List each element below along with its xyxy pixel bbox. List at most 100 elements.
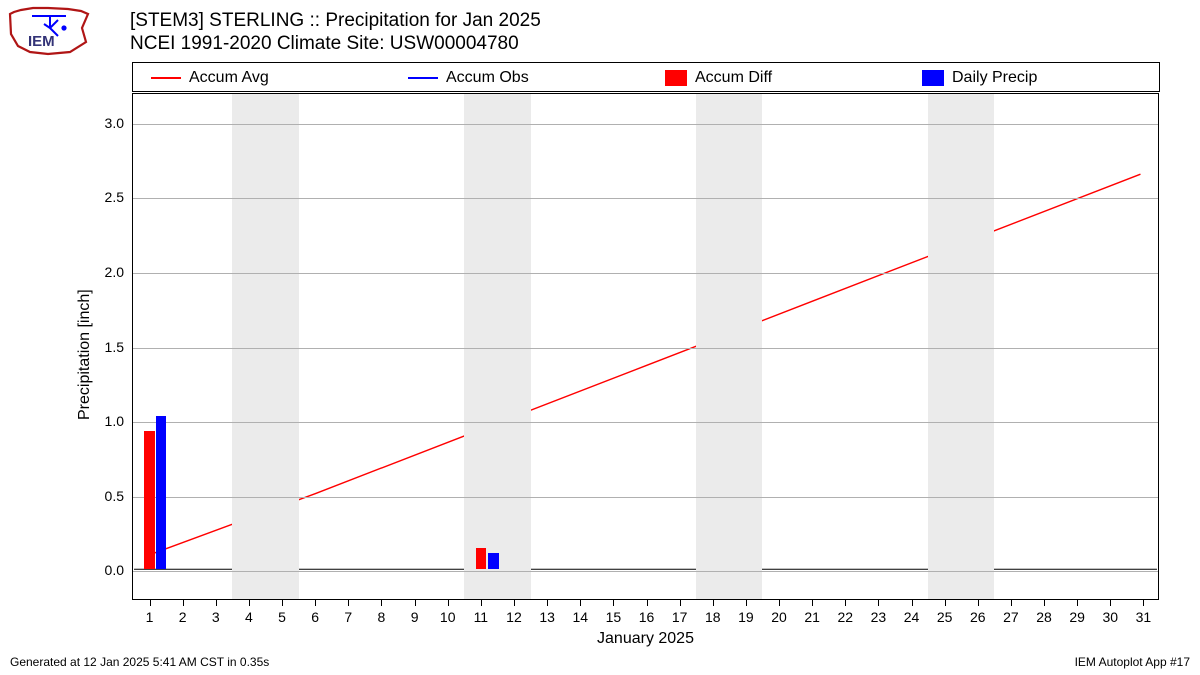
x-tick [878, 599, 879, 606]
y-tick-label: 2.0 [105, 264, 124, 280]
legend-patch-swatch [665, 70, 687, 86]
x-tick [282, 599, 283, 606]
legend-patch-swatch [922, 70, 944, 86]
x-tick [647, 599, 648, 606]
legend-label: Daily Precip [952, 69, 1037, 87]
x-tick [1143, 599, 1144, 606]
x-tick-label: 15 [604, 609, 622, 625]
y-tick-label: 0.0 [105, 562, 124, 578]
x-tick-label: 20 [770, 609, 788, 625]
x-tick-label: 26 [969, 609, 987, 625]
x-tick [1110, 599, 1111, 606]
y-tick-label: 1.5 [105, 339, 124, 355]
x-tick-label: 28 [1035, 609, 1053, 625]
weekend-band [232, 94, 298, 599]
legend-item: Accum Avg [151, 69, 269, 87]
x-tick [812, 599, 813, 606]
x-tick [746, 599, 747, 606]
x-tick [216, 599, 217, 606]
x-tick-label: 10 [439, 609, 457, 625]
x-tick [1077, 599, 1078, 606]
x-tick [1044, 599, 1045, 606]
x-tick-label: 13 [538, 609, 556, 625]
x-tick [514, 599, 515, 606]
x-tick-label: 1 [141, 609, 159, 625]
x-tick [580, 599, 581, 606]
y-tick-label: 2.5 [105, 189, 124, 205]
x-tick-label: 19 [737, 609, 755, 625]
legend-label: Accum Obs [446, 69, 529, 87]
legend-item: Daily Precip [922, 69, 1037, 87]
x-tick-label: 7 [339, 609, 357, 625]
iem-logo: IEM [8, 6, 93, 56]
legend-line-swatch [408, 77, 438, 79]
weekend-band [696, 94, 762, 599]
x-axis-label: January 2025 [132, 630, 1159, 648]
gridline [133, 198, 1158, 199]
x-tick [845, 599, 846, 606]
x-tick-label: 12 [505, 609, 523, 625]
x-tick [481, 599, 482, 606]
weekend-band [464, 94, 530, 599]
x-tick-label: 3 [207, 609, 225, 625]
accum-diff-bar [144, 431, 155, 570]
x-tick-label: 5 [273, 609, 291, 625]
legend-item: Accum Obs [408, 69, 529, 87]
gridline [133, 497, 1158, 498]
legend: Accum Avg Accum Obs Accum Diff Daily Precip [132, 62, 1160, 92]
x-tick [547, 599, 548, 606]
y-tick-label: 3.0 [105, 115, 124, 131]
x-tick-label: 27 [1002, 609, 1020, 625]
x-tick [415, 599, 416, 606]
chart-title-1: [STEM3] STERLING :: Precipitation for Ja… [130, 10, 541, 32]
x-tick-label: 23 [869, 609, 887, 625]
x-tick [183, 599, 184, 606]
x-tick-label: 31 [1134, 609, 1152, 625]
legend-label: Accum Diff [695, 69, 772, 87]
x-tick [1011, 599, 1012, 606]
x-tick-label: 18 [704, 609, 722, 625]
x-tick-label: 21 [803, 609, 821, 625]
x-tick-label: 2 [174, 609, 192, 625]
gridline [133, 348, 1158, 349]
x-tick-label: 11 [472, 609, 490, 625]
x-tick [713, 599, 714, 606]
gridline [133, 422, 1158, 423]
x-tick-label: 14 [571, 609, 589, 625]
x-tick-label: 22 [836, 609, 854, 625]
x-tick-label: 25 [936, 609, 954, 625]
x-tick-label: 24 [903, 609, 921, 625]
legend-item: Accum Diff [665, 69, 772, 87]
x-tick [945, 599, 946, 606]
y-tick-label: 0.5 [105, 488, 124, 504]
gridline [133, 273, 1158, 274]
x-tick [779, 599, 780, 606]
weekend-band [928, 94, 994, 599]
svg-text:IEM: IEM [28, 33, 55, 50]
daily-precip-bar [156, 416, 167, 570]
x-tick [315, 599, 316, 606]
y-tick-label: 1.0 [105, 413, 124, 429]
gridline [133, 571, 1158, 572]
x-tick-label: 16 [638, 609, 656, 625]
x-tick [680, 599, 681, 606]
legend-label: Accum Avg [189, 69, 269, 87]
x-tick [978, 599, 979, 606]
accum-diff-bar [476, 548, 487, 569]
x-tick [448, 599, 449, 606]
x-tick [249, 599, 250, 606]
footer-left: Generated at 12 Jan 2025 5:41 AM CST in … [10, 655, 269, 669]
footer-right: IEM Autoplot App #17 [1075, 655, 1190, 669]
x-tick [381, 599, 382, 606]
x-tick [150, 599, 151, 606]
x-tick-label: 17 [671, 609, 689, 625]
x-tick [912, 599, 913, 606]
x-tick [613, 599, 614, 606]
x-tick-label: 30 [1101, 609, 1119, 625]
x-tick-label: 8 [372, 609, 390, 625]
daily-precip-bar [488, 553, 499, 569]
gridline [133, 124, 1158, 125]
plot-area [132, 93, 1159, 600]
x-tick-label: 29 [1068, 609, 1086, 625]
legend-line-swatch [151, 77, 181, 79]
